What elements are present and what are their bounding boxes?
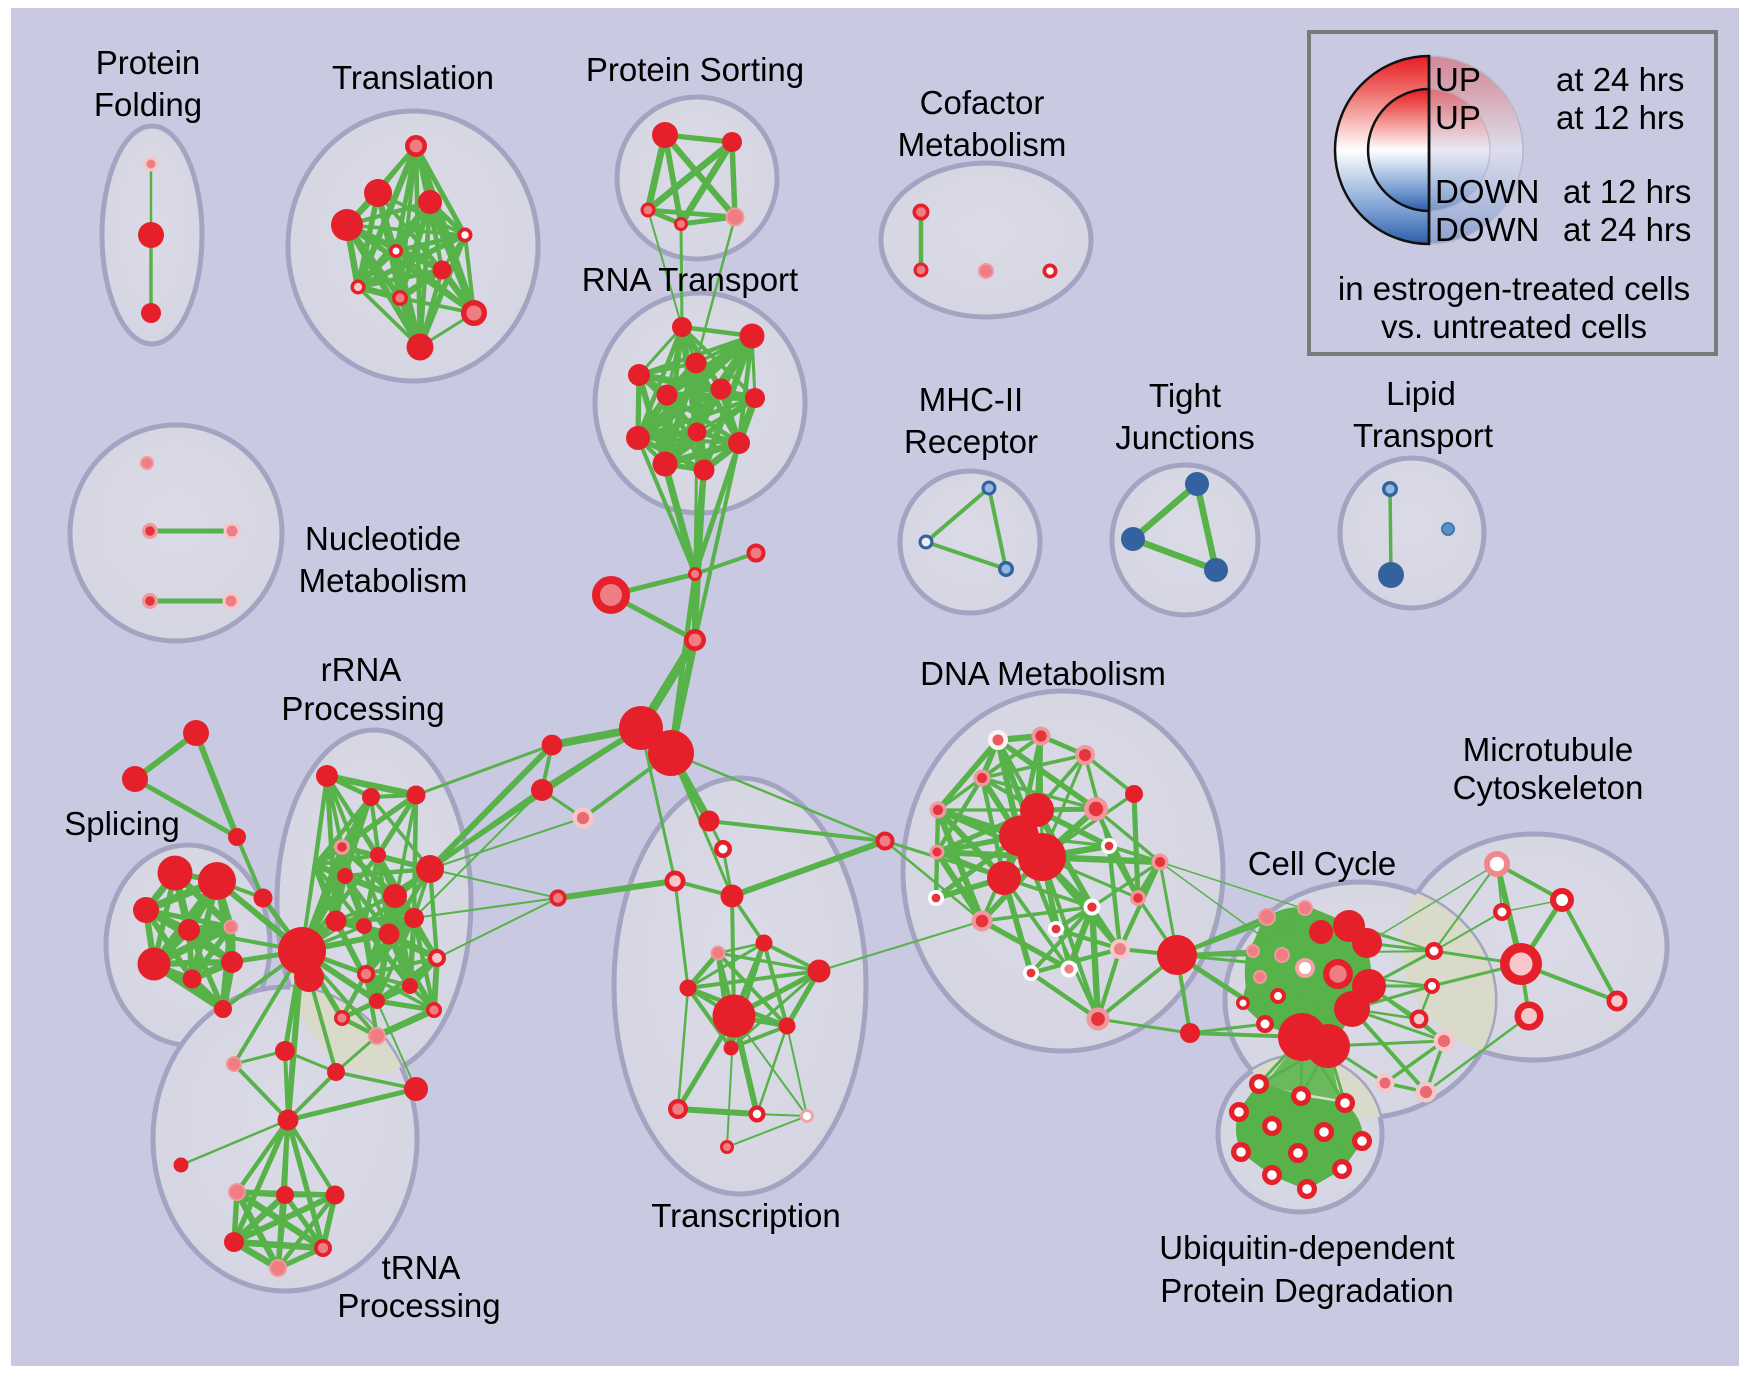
svg-text:Junctions: Junctions: [1115, 419, 1254, 456]
svg-text:Ubiquitin-dependent: Ubiquitin-dependent: [1159, 1229, 1454, 1266]
svg-text:DOWN: DOWN: [1435, 211, 1539, 248]
svg-text:Cofactor: Cofactor: [920, 84, 1045, 121]
svg-text:Metabolism: Metabolism: [898, 126, 1067, 163]
svg-text:Nucleotide: Nucleotide: [305, 520, 461, 557]
svg-text:at 24 hrs: at 24 hrs: [1563, 211, 1691, 248]
svg-text:Transcription: Transcription: [651, 1197, 841, 1234]
svg-text:Metabolism: Metabolism: [299, 562, 468, 599]
svg-text:Tight: Tight: [1149, 377, 1221, 414]
svg-text:DNA Metabolism: DNA Metabolism: [920, 655, 1166, 692]
svg-text:RNA Transport: RNA Transport: [582, 261, 798, 298]
svg-text:Protein Sorting: Protein Sorting: [586, 51, 804, 88]
svg-text:Processing: Processing: [281, 690, 444, 727]
svg-text:at 12 hrs: at 12 hrs: [1563, 173, 1691, 210]
svg-text:rRNA: rRNA: [321, 651, 402, 688]
svg-text:DOWN: DOWN: [1435, 173, 1539, 210]
svg-text:Translation: Translation: [332, 59, 494, 96]
svg-text:at 24 hrs: at 24 hrs: [1556, 61, 1684, 98]
svg-text:Microtubule: Microtubule: [1463, 731, 1634, 768]
svg-text:UP: UP: [1435, 99, 1481, 136]
svg-text:in estrogen-treated cells: in estrogen-treated cells: [1338, 270, 1690, 307]
svg-text:tRNA: tRNA: [382, 1249, 461, 1286]
svg-text:Processing: Processing: [337, 1287, 500, 1324]
svg-text:UP: UP: [1435, 61, 1481, 98]
svg-text:at 12 hrs: at 12 hrs: [1556, 99, 1684, 136]
svg-text:Protein: Protein: [96, 44, 201, 81]
svg-text:Splicing: Splicing: [64, 805, 180, 842]
svg-text:Protein Degradation: Protein Degradation: [1160, 1272, 1454, 1309]
svg-text:MHC-II: MHC-II: [919, 381, 1023, 418]
svg-text:vs. untreated cells: vs. untreated cells: [1381, 308, 1647, 345]
svg-text:Transport: Transport: [1353, 417, 1493, 454]
svg-text:Folding: Folding: [94, 86, 202, 123]
svg-text:Cytoskeleton: Cytoskeleton: [1453, 769, 1644, 806]
svg-text:Lipid: Lipid: [1386, 375, 1456, 412]
svg-text:Cell Cycle: Cell Cycle: [1248, 845, 1397, 882]
svg-text:Receptor: Receptor: [904, 423, 1038, 460]
